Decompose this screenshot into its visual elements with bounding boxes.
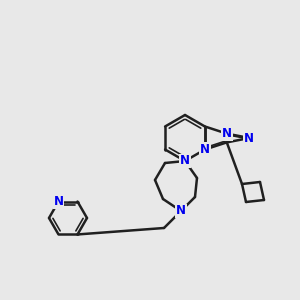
- Text: N: N: [180, 154, 190, 167]
- Text: N: N: [53, 195, 64, 208]
- Text: N: N: [176, 205, 186, 218]
- Text: N: N: [222, 127, 232, 140]
- Text: N: N: [244, 131, 254, 145]
- Text: N: N: [200, 143, 210, 156]
